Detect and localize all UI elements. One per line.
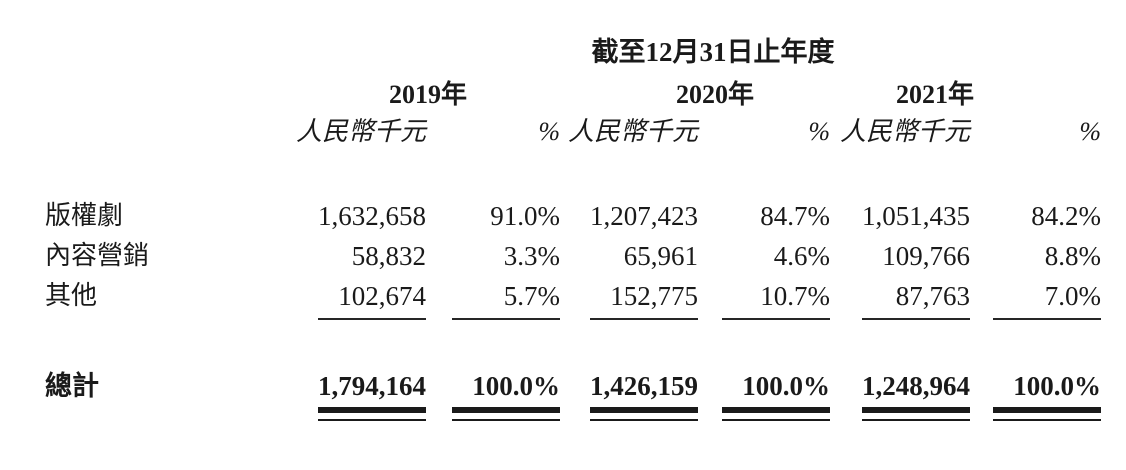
year-header-2019: 2019年 [388, 80, 467, 109]
total-rule-thick [993, 407, 1101, 413]
total-rule-thin [318, 419, 426, 421]
total-rule-thin [722, 419, 830, 421]
column-rule [590, 318, 698, 320]
cell-2021-percent: 7.0% [1044, 281, 1101, 311]
unit-header-2021: 人民幣千元 [839, 117, 970, 146]
year-header-2020: 2020年 [675, 80, 754, 109]
cell-2020-percent: 84.7% [760, 201, 830, 231]
unit-header-2019: 人民幣千元 [295, 117, 426, 146]
cell-2019-percent: 3.3% [503, 241, 560, 271]
cell-2021-percent: 84.2% [1031, 201, 1101, 231]
column-rule [318, 318, 426, 320]
column-rule [722, 318, 830, 320]
total-rule-thick [590, 407, 698, 413]
total-rule-thin [862, 419, 970, 421]
row-label-content-marketing: 內容營銷 [45, 241, 150, 270]
cell-2021-amount: 87,763 [895, 281, 970, 311]
total-2021-percent: 100.0% [1013, 371, 1101, 401]
cell-2019-amount: 1,632,658 [318, 201, 426, 231]
cell-2020-amount: 1,207,423 [590, 201, 698, 231]
cell-2019-percent: 91.0% [490, 201, 560, 231]
cell-2021-amount: 109,766 [882, 241, 970, 271]
total-2020-amount: 1,426,159 [590, 371, 698, 401]
cell-2019-percent: 5.7% [503, 281, 560, 311]
unit-header-2020: 人民幣千元 [567, 117, 698, 146]
cell-2019-amount: 58,832 [351, 241, 426, 271]
total-2020-percent: 100.0% [742, 371, 830, 401]
percent-header-2021: % [1079, 117, 1101, 146]
cell-2021-amount: 1,051,435 [862, 201, 970, 231]
total-rule-thick [318, 407, 426, 413]
total-rule-thick [862, 407, 970, 413]
column-rule [452, 318, 560, 320]
column-rule [862, 318, 970, 320]
cell-2020-amount: 152,775 [610, 281, 698, 311]
cell-2019-amount: 102,674 [338, 281, 426, 311]
cell-2021-percent: 8.8% [1044, 241, 1101, 271]
total-2019-percent: 100.0% [472, 371, 560, 401]
row-label-others: 其他 [45, 281, 98, 310]
total-2019-amount: 1,794,164 [318, 371, 426, 401]
row-label-copyright-drama: 版權劇 [45, 201, 124, 230]
total-rule-thin [993, 419, 1101, 421]
row-label-total: 總計 [45, 371, 99, 401]
total-2021-amount: 1,248,964 [862, 371, 970, 401]
total-rule-thin [452, 419, 560, 421]
column-rule [993, 318, 1101, 320]
total-rule-thick [452, 407, 560, 413]
cell-2020-percent: 4.6% [773, 241, 830, 271]
percent-header-2020: % [808, 117, 830, 146]
total-rule-thin [590, 419, 698, 421]
cell-2020-amount: 65,961 [623, 241, 698, 271]
cell-2020-percent: 10.7% [760, 281, 830, 311]
percent-header-2019: % [538, 117, 560, 146]
total-rule-thick [722, 407, 830, 413]
year-header-2021: 2021年 [895, 80, 974, 109]
period-header: 截至12月31日止年度 [591, 37, 835, 67]
